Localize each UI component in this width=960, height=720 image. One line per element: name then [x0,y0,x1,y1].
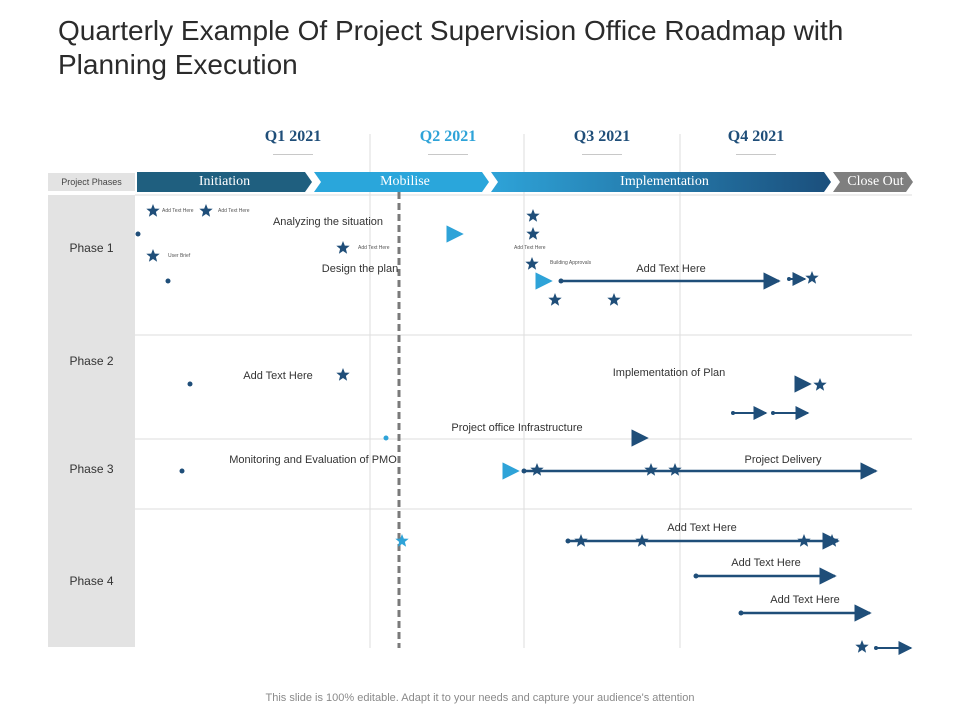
milestone-star-icon [146,204,160,217]
milestone-label-3: User Brief [168,253,191,259]
milestone-star-icon [526,209,540,222]
milestone-star-icon [336,368,350,381]
phase-column [48,195,135,647]
task-start-dot [135,231,141,237]
milestone-star-icon [635,534,649,547]
milestone-star-icon [548,293,562,306]
quarter-label: Q1 2021 [264,128,322,145]
quarter-q1: Q1 2021 [233,128,353,155]
milestone-star-icon [336,241,350,254]
task-start-dot [565,538,571,544]
quarter-label: Q3 2021 [573,128,631,145]
milestone-stars [146,204,869,653]
task-add-text-p4a-label: Add Text Here [667,522,737,534]
milestone-star-icon [607,293,621,306]
milestone-label-5: Add Text Here [514,245,546,251]
task-add-text-p4b-label: Add Text Here [731,557,801,569]
task-monitoring-label: Monitoring and Evaluation of PMO [229,454,397,466]
task-start-dot [187,381,193,387]
milestone-star-icon [146,249,160,262]
task-implementation-label: Implementation of Plan [613,367,726,379]
task-start-dot [771,411,775,415]
milestone-star-icon [668,463,682,476]
milestone-star-icon [813,378,827,391]
task-start-dot [738,610,744,616]
stage-initiation-label: Initiation [198,174,251,189]
milestone-star-icon [526,227,540,240]
milestone-label-6: Building Approvals [550,260,592,266]
phase-3-label: Phase 3 [69,462,114,476]
milestone-label-4: Add Text Here [358,245,390,251]
stage-closeout-chevron [833,172,913,192]
grid-lines [135,134,912,648]
quarter-label: Q4 2021 [727,128,785,145]
task-analyzing-label: Analyzing the situation [273,216,383,228]
milestone-label-2: Add Text Here [218,208,250,214]
milestone-star-icon [825,534,839,547]
milestone-star-icon [525,257,539,270]
task-start-dot [179,468,185,474]
task-delivery-label: Project Delivery [744,454,822,466]
milestone-star-icon [574,534,588,547]
phase-2-label: Phase 2 [69,354,114,368]
task-start-dot [693,573,699,579]
project-phases-header: Project Phases [48,173,135,191]
milestone-star-icon [644,463,658,476]
quarter-label: Q2 2021 [419,128,477,145]
stage-closeout-label: Close Out [847,174,904,189]
stage-mobilise-chevron [314,172,489,192]
milestone-label-1: Add Text Here [162,208,194,214]
milestone-star-icon [199,204,213,217]
milestone-star-icon [855,640,869,653]
quarter-q2: Q2 2021 [388,128,508,155]
task-start-dot [521,468,527,474]
phase-4-label: Phase 4 [69,574,114,588]
stage-implementation-chevron [491,172,831,192]
stage-initiation-chevron [137,172,312,192]
task-add-text-p1-label: Add Text Here [636,263,706,275]
task-start-dot [787,277,791,281]
task-start-dot [874,646,878,650]
quarter-q4: Q4 2021 [696,128,816,155]
task-infrastructure-label: Project office Infrastructure [451,422,582,434]
milestone-star-icon [797,534,811,547]
task-design-label: Design the plan [322,263,398,275]
task-start-dot [558,278,564,284]
milestone-star-icon [805,271,819,284]
task-start-dot [731,411,735,415]
milestone-star-icon [395,534,409,547]
task-start-dot [165,278,171,284]
quarter-q3: Q3 2021 [542,128,662,155]
task-add-text-p4c-label: Add Text Here [770,594,840,606]
page-title: Quarterly Example Of Project Supervision… [58,15,844,80]
stage-mobilise-label: Mobilise [380,174,430,189]
task-start-dot [383,435,389,441]
stage-implementation-label: Implementation [620,174,709,189]
milestone-star-icon [530,463,544,476]
footer-note: This slide is 100% editable. Adapt it to… [265,692,695,704]
task-add-text-p2-label: Add Text Here [243,370,313,382]
phase-1-label: Phase 1 [69,241,114,255]
